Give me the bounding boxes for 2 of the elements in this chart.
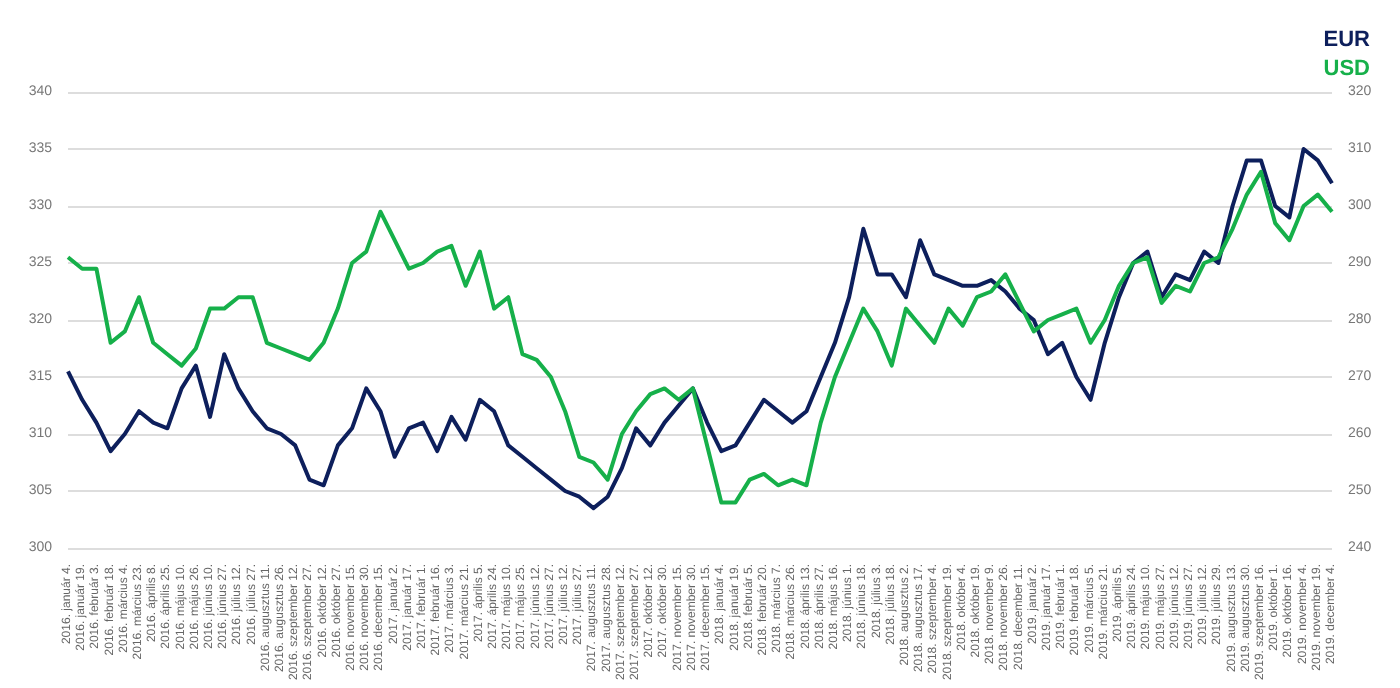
text: USD (1323, 57, 1371, 81)
text: EUR (1323, 28, 1371, 52)
